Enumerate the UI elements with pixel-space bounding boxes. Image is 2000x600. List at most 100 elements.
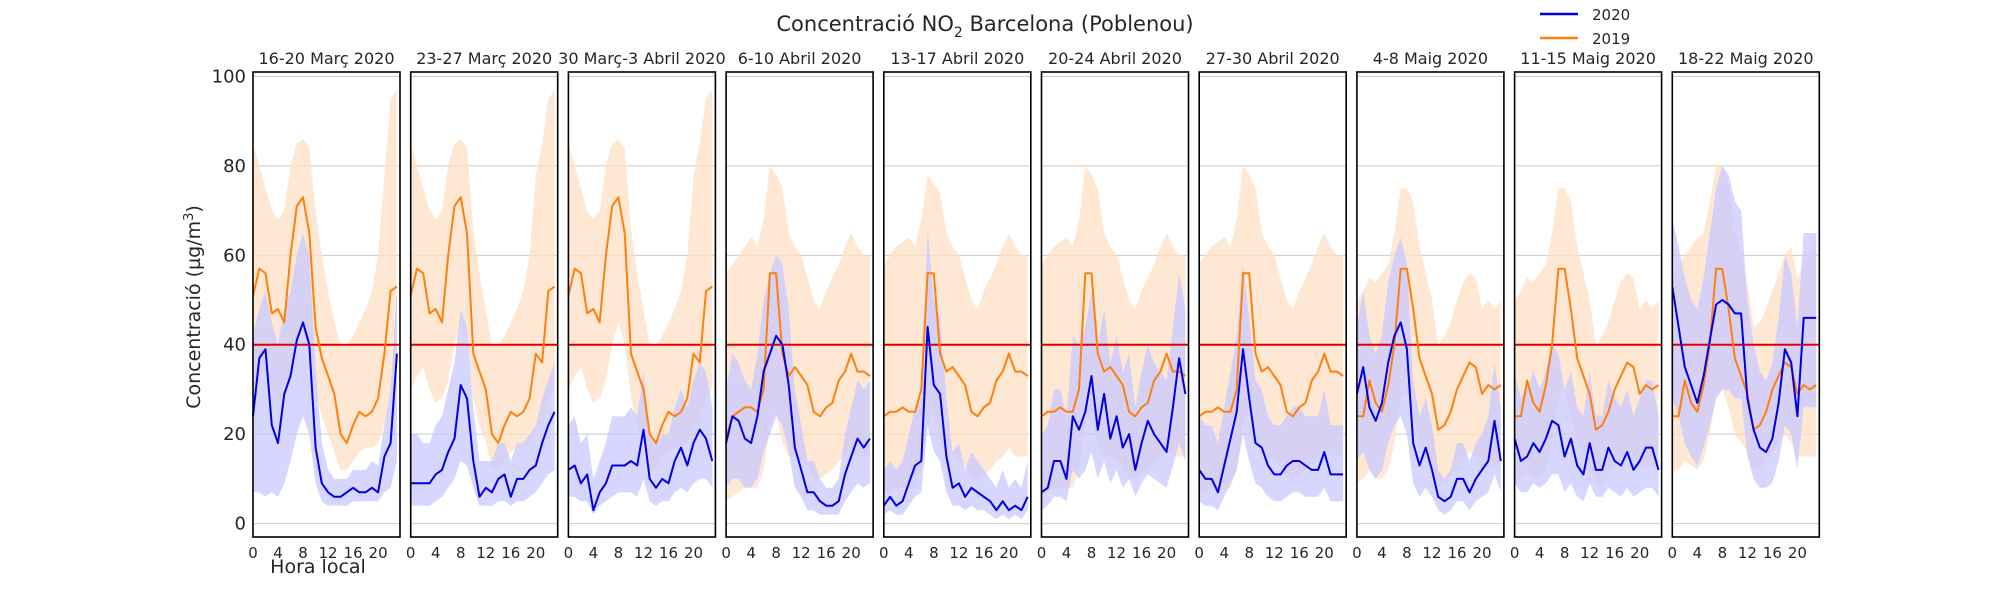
panel-8: 4-8 Maig 2020 0 4 8 12 16 20 xyxy=(1352,49,1505,562)
x-tick-label: 16 xyxy=(1132,544,1151,562)
panel-title: 4-8 Maig 2020 xyxy=(1373,49,1488,68)
x-tick-label: 0 xyxy=(406,544,416,562)
x-tick-label: 12 xyxy=(1422,544,1441,562)
series-2020-line xyxy=(1513,419,1660,476)
panel-4: 6-10 Abril 2020 0 4 8 12 16 20 xyxy=(721,49,874,562)
x-tick-label: 12 xyxy=(949,544,968,562)
chart-title: Concentració NO2 Barcelona (Poblenou) xyxy=(776,12,1193,41)
panel-title: 20-24 Abril 2020 xyxy=(1048,49,1182,68)
series-2020-line xyxy=(1198,348,1344,494)
x-tick-label: 12 xyxy=(792,544,811,562)
band-2019 xyxy=(568,89,713,470)
x-tick-label: 16 xyxy=(1290,544,1309,562)
x-tick-label: 16 xyxy=(501,544,520,562)
band-2020 xyxy=(568,362,713,515)
y-tick-label: 80 xyxy=(223,156,246,177)
x-tick-label: 20 xyxy=(1157,544,1176,562)
x-tick-label: 12 xyxy=(1107,544,1126,562)
panel-frame xyxy=(1040,71,1190,538)
y-tick-label: 20 xyxy=(223,424,246,445)
x-tick-label: 4 xyxy=(589,544,599,562)
x-tick-label: 16 xyxy=(659,544,678,562)
x-tick-label: 8 xyxy=(298,544,308,562)
x-tick-label: 16 xyxy=(1763,544,1782,562)
x-tick-label: 4 xyxy=(1377,544,1387,562)
panel-title: 30 Març-3 Abril 2020 xyxy=(558,49,726,68)
x-tick-label: 12 xyxy=(634,544,653,562)
x-tick-label: 4 xyxy=(273,544,283,562)
x-tick-label: 20 xyxy=(1472,544,1491,562)
x-tick-label: 20 xyxy=(1788,544,1807,562)
panel-title: 6-10 Abril 2020 xyxy=(738,49,862,68)
band-2020 xyxy=(1041,273,1186,511)
panel-frame xyxy=(252,71,401,538)
x-tick-label: 16 xyxy=(1447,544,1466,562)
x-tick-label: 8 xyxy=(1244,544,1254,562)
x-tick-label: 0 xyxy=(879,544,889,562)
x-tick-label: 0 xyxy=(1668,544,1678,562)
x-axis-label: Hora local xyxy=(270,556,366,578)
panel-5: 13-17 Abril 2020 0 4 8 12 16 20 xyxy=(879,49,1032,562)
panel-2: 23-27 Març 2020 0 4 8 12 16 20 xyxy=(406,49,559,562)
x-tick-label: 20 xyxy=(684,544,703,562)
band-2019 xyxy=(410,89,555,470)
series-2020-line xyxy=(410,384,556,498)
y-tick-label: 0 xyxy=(235,514,246,535)
x-tick-label: 12 xyxy=(1580,544,1599,562)
x-tick-label: 20 xyxy=(1315,544,1334,562)
series-2019-line xyxy=(1514,267,1660,431)
x-tick-label: 0 xyxy=(1510,544,1520,562)
series-2020-line xyxy=(567,428,714,512)
panel-frame xyxy=(882,71,1032,538)
legend-label-2019: 2019 xyxy=(1592,30,1630,48)
x-tick-label: 4 xyxy=(746,544,756,562)
panel-title: 27-30 Abril 2020 xyxy=(1206,49,1340,68)
x-tick-label: 12 xyxy=(1265,544,1284,562)
band-2019 xyxy=(883,174,1028,493)
x-tick-label: 4 xyxy=(1062,544,1072,562)
x-tick-label: 12 xyxy=(476,544,495,562)
x-tick-label: 4 xyxy=(1693,544,1703,562)
series-2020-line xyxy=(1355,321,1502,503)
band-2020 xyxy=(883,228,1028,520)
panel-6: 20-24 Abril 2020 0 4 8 12 16 20 xyxy=(1037,49,1190,562)
x-tick-label: 4 xyxy=(1535,544,1545,562)
x-tick-label: 4 xyxy=(904,544,914,562)
series-2019-line xyxy=(1198,272,1344,418)
x-tick-label: 8 xyxy=(1402,544,1412,562)
x-tick-label: 12 xyxy=(319,544,338,562)
series-2019-line xyxy=(1040,272,1186,418)
x-tick-label: 20 xyxy=(999,544,1018,562)
panel-frame xyxy=(409,71,559,538)
x-tick-label: 8 xyxy=(929,544,939,562)
series-2019-line xyxy=(1356,267,1502,431)
x-tick-label: 16 xyxy=(817,544,836,562)
panel-frame xyxy=(725,71,874,538)
x-tick-label: 0 xyxy=(1352,544,1362,562)
x-tick-label: 0 xyxy=(564,544,574,562)
panel-frame xyxy=(567,71,717,538)
panel-title: 13-17 Abril 2020 xyxy=(890,49,1024,68)
series-2019-line xyxy=(567,196,713,445)
panel-3: 30 Març-3 Abril 2020 0 4 8 12 16 20 xyxy=(558,49,726,562)
x-tick-label: 8 xyxy=(456,544,466,562)
panel-title: 23-27 Març 2020 xyxy=(416,49,552,68)
panel-title: 16-20 Març 2020 xyxy=(258,49,394,68)
x-tick-label: 8 xyxy=(771,544,781,562)
panel-title: 18-22 Maig 2020 xyxy=(1678,49,1814,68)
series-2019-line xyxy=(725,272,871,439)
x-tick-label: 8 xyxy=(614,544,624,562)
y-tick-label: 60 xyxy=(223,245,246,266)
x-tick-label: 4 xyxy=(1219,544,1229,562)
panel-title: 11-15 Maig 2020 xyxy=(1520,49,1656,68)
x-tick-label: 12 xyxy=(1738,544,1757,562)
y-tick-label: 40 xyxy=(223,335,246,356)
x-tick-label: 20 xyxy=(369,544,388,562)
band-2020 xyxy=(253,233,397,506)
x-tick-label: 8 xyxy=(1560,544,1570,562)
panel-frame xyxy=(1671,71,1821,538)
x-tick-label: 0 xyxy=(1037,544,1047,562)
panel-1: 16-20 Març 2020 0 4 8 12 16 20 xyxy=(248,49,401,562)
